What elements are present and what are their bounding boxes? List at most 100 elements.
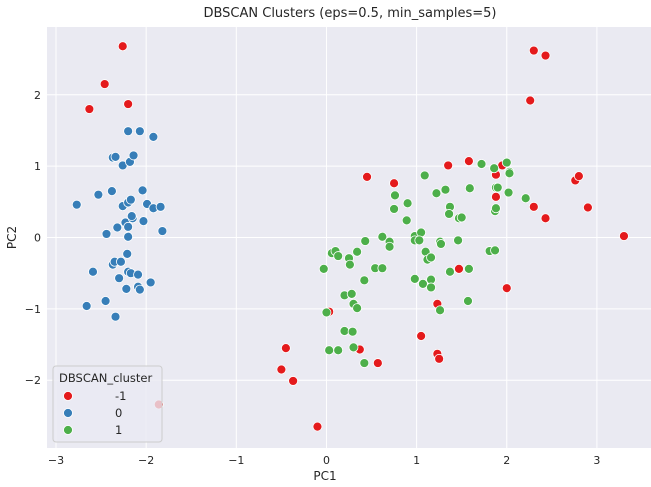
data-point [122, 249, 133, 259]
data-point [280, 343, 291, 354]
data-point [107, 186, 117, 197]
data-point [540, 213, 551, 224]
data-point [409, 273, 420, 284]
data-point [476, 159, 487, 169]
data-point [402, 198, 413, 209]
data-point [347, 326, 358, 337]
x-tick-label: −3 [48, 454, 64, 467]
data-point [155, 201, 166, 212]
data-point [525, 95, 536, 106]
x-axis-label: PC1 [313, 469, 336, 483]
data-point [389, 204, 399, 214]
legend-marker [63, 425, 73, 435]
data-point [110, 311, 121, 322]
data-point [463, 156, 474, 167]
data-point [503, 187, 514, 198]
data-point [333, 251, 344, 261]
legend-marker [63, 391, 73, 401]
data-point [582, 202, 593, 213]
data-point [339, 326, 350, 336]
data-point [360, 236, 371, 246]
data-point [359, 358, 370, 368]
data-point [619, 231, 629, 241]
data-point [110, 151, 121, 162]
data-point [491, 203, 501, 214]
data-point [372, 358, 383, 368]
data-point [352, 303, 363, 314]
data-point [440, 184, 451, 195]
data-point [492, 182, 503, 193]
data-point [454, 263, 464, 274]
data-point [414, 235, 425, 246]
data-point [401, 215, 412, 226]
x-tick-label: 3 [593, 454, 600, 467]
data-point [573, 171, 584, 182]
x-tick-label: −1 [228, 454, 244, 467]
legend: DBSCAN_cluster -1 0 1 [52, 365, 163, 443]
data-point [346, 288, 357, 299]
y-tick-label: 1 [34, 160, 41, 173]
data-point [134, 126, 145, 137]
data-point [348, 342, 359, 353]
data-points [71, 41, 629, 432]
data-point [463, 296, 473, 306]
data-point [99, 79, 110, 89]
x-axis-ticks: −3 −2 −1 0 1 2 3 [48, 454, 601, 467]
y-tick-label: 2 [34, 89, 41, 102]
data-point [114, 273, 125, 284]
data-point [501, 283, 512, 294]
data-point [125, 194, 136, 205]
chart-title: DBSCAN Clusters (eps=0.5, min_samples=5) [203, 6, 496, 21]
data-point [134, 284, 145, 295]
data-point [436, 239, 446, 249]
data-point [443, 160, 454, 171]
legend-entry: -1 [115, 389, 126, 403]
data-point [71, 199, 82, 210]
data-point [276, 364, 287, 375]
data-point [352, 246, 363, 257]
data-point [464, 183, 475, 194]
data-point [324, 345, 335, 356]
data-point [540, 50, 551, 61]
data-point [435, 305, 445, 316]
legend-title: DBSCAN_cluster [59, 371, 152, 385]
legend-items: -1 0 1 [63, 389, 126, 437]
data-point [126, 211, 137, 221]
data-point [318, 263, 329, 274]
data-point [384, 241, 395, 252]
data-point [528, 45, 539, 56]
data-point [333, 345, 344, 356]
data-point [123, 221, 134, 232]
data-point [321, 307, 332, 318]
y-axis-ticks: −2 −1 0 1 2 [25, 89, 41, 387]
data-point [504, 168, 515, 179]
data-point [362, 171, 372, 182]
data-point [416, 331, 427, 341]
y-tick-label: 0 [34, 232, 41, 245]
data-point [81, 301, 92, 311]
data-point [377, 231, 388, 242]
data-point [157, 226, 168, 236]
data-point [489, 163, 500, 174]
data-point [100, 296, 111, 306]
legend-marker [63, 408, 73, 418]
data-point [84, 104, 95, 114]
y-tick-label: −2 [25, 374, 41, 387]
data-point [491, 191, 501, 202]
legend-entry: 1 [115, 423, 122, 437]
data-point [463, 263, 474, 274]
legend-box [52, 365, 163, 443]
data-point [389, 178, 399, 189]
data-point [490, 245, 500, 256]
data-point [116, 256, 126, 267]
data-point [117, 41, 128, 52]
x-tick-label: 1 [413, 454, 420, 467]
data-point [434, 353, 445, 364]
data-point [121, 283, 132, 294]
data-point [145, 277, 156, 288]
data-point [501, 157, 512, 168]
data-point [418, 278, 428, 289]
data-point [88, 266, 98, 277]
data-point [138, 216, 149, 226]
